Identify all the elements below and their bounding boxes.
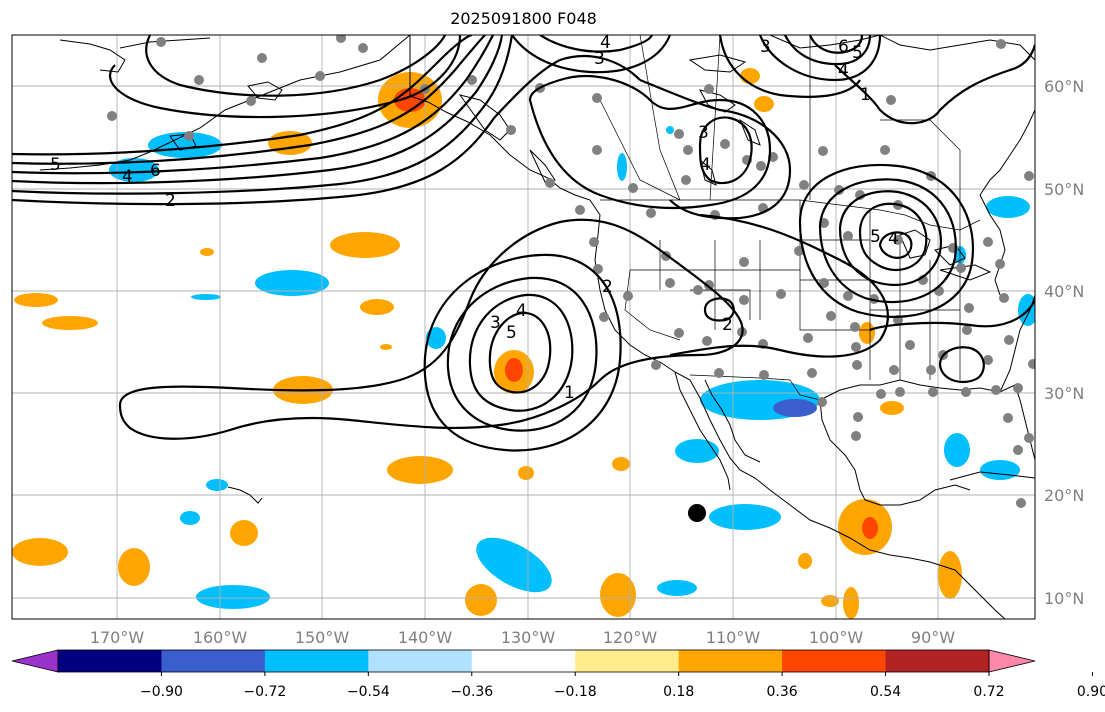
svg-text:4: 4 <box>600 33 611 53</box>
lon-label: 90°W <box>911 628 955 647</box>
svg-text:4: 4 <box>888 229 899 249</box>
colorbar-tick-label: 0.72 <box>973 684 1004 700</box>
svg-text:1: 1 <box>564 383 575 403</box>
colorbar-extend-low <box>11 649 59 673</box>
colorbar-segment <box>782 650 887 672</box>
colorbar-tick-label: −0.90 <box>140 684 183 700</box>
lat-label: 60°N <box>1044 77 1084 96</box>
svg-text:3: 3 <box>594 49 605 69</box>
svg-text:4: 4 <box>838 61 849 81</box>
svg-text:6: 6 <box>150 161 161 181</box>
colorbar-segment <box>161 650 266 672</box>
lon-label: 150°W <box>295 628 350 647</box>
lon-label: 160°W <box>193 628 248 647</box>
contour-lines <box>12 35 1035 452</box>
map-frame <box>11 34 1036 620</box>
colorbar-tick-label: −0.54 <box>347 684 390 700</box>
colorbar-segment <box>471 650 576 672</box>
lon-label: 130°W <box>501 628 556 647</box>
colorbar-tick-label: 0.54 <box>870 684 901 700</box>
contour-value-labels: 5 4 6 2 3 4 3 4 3 6 5 4 1 5 4 2 2 3 4 5 … <box>50 33 899 403</box>
colorbar-segment <box>264 650 369 672</box>
colorbar-tick-label: 0.90 <box>1077 684 1105 700</box>
storm-center-marker <box>688 504 706 522</box>
colorbar-segment <box>678 650 783 672</box>
svg-text:5: 5 <box>50 155 61 175</box>
lon-label: 170°W <box>90 628 145 647</box>
lat-label: 30°N <box>1044 384 1084 403</box>
colorbar-extend-high <box>988 649 1036 673</box>
svg-text:2: 2 <box>165 191 176 211</box>
svg-text:2: 2 <box>602 277 613 297</box>
svg-text:5: 5 <box>852 43 863 63</box>
svg-text:1: 1 <box>860 85 871 105</box>
lat-label: 50°N <box>1044 180 1084 199</box>
colorbar-segment <box>575 650 680 672</box>
svg-text:4: 4 <box>516 301 527 321</box>
colorbar-tick-label: −0.72 <box>243 684 286 700</box>
svg-text:5: 5 <box>870 227 881 247</box>
svg-text:4: 4 <box>700 155 711 175</box>
lat-label: 20°N <box>1044 486 1084 505</box>
coastlines <box>39 35 1035 619</box>
svg-text:3: 3 <box>698 123 709 143</box>
colorbar: −0.90 −0.72 −0.54 −0.36 −0.18 0.18 0.36 0.54 0.7… <box>11 649 1105 700</box>
colorbar-tick-label: −0.18 <box>554 684 597 700</box>
longitude-labels: 170°W 160°W 150°W 140°W 130°W 120°W 110°… <box>90 628 955 647</box>
svg-text:6: 6 <box>838 37 849 57</box>
colorbar-outline <box>57 649 990 673</box>
svg-text:3: 3 <box>760 37 771 57</box>
lon-label: 100°W <box>809 628 864 647</box>
colorbar-segment <box>885 650 990 672</box>
lon-label: 110°W <box>706 628 761 647</box>
chart-title: 2025091800 F048 <box>450 9 597 28</box>
latitude-labels: 10°N 20°N 30°N 40°N 50°N 60°N <box>1044 77 1084 608</box>
colorbar-segment <box>368 650 473 672</box>
colorbar-segment <box>58 650 162 672</box>
svg-text:2: 2 <box>722 315 733 335</box>
lat-label: 40°N <box>1044 282 1084 301</box>
lon-label: 120°W <box>603 628 658 647</box>
colorbar-tick-label: 0.18 <box>663 684 694 700</box>
svg-text:4: 4 <box>122 167 133 187</box>
svg-text:5: 5 <box>506 323 517 343</box>
svg-text:3: 3 <box>490 313 501 333</box>
colorbar-tick-label: 0.36 <box>767 684 798 700</box>
lon-label: 140°W <box>398 628 453 647</box>
lat-label: 10°N <box>1044 589 1084 608</box>
colorbar-tick-label: −0.36 <box>450 684 493 700</box>
